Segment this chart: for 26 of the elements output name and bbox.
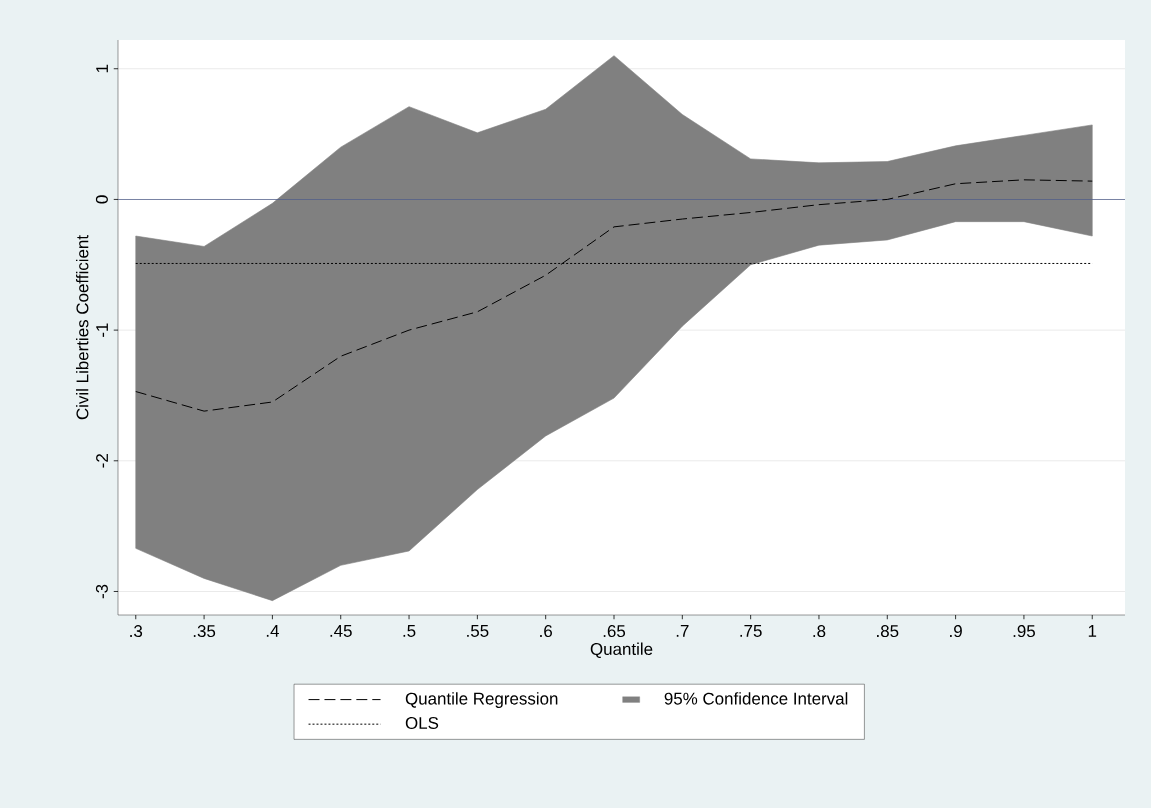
x-axis-title: Quantile bbox=[590, 642, 653, 659]
x-tick-label: .7 bbox=[676, 625, 689, 637]
x-tick-label: .4 bbox=[266, 625, 279, 637]
x-tick-label: .9 bbox=[950, 625, 962, 638]
y-tick-label: 1 bbox=[96, 64, 108, 73]
x-tick-label: .85 bbox=[877, 625, 899, 638]
x-tick-label: .5 bbox=[403, 625, 416, 637]
x-tick-label: .95 bbox=[1013, 625, 1035, 638]
legend-label: OLS bbox=[405, 716, 439, 729]
y-tick-label: -3 bbox=[95, 584, 108, 599]
x-tick-label: .35 bbox=[193, 625, 216, 638]
legend-label: Quantile Regression bbox=[405, 692, 558, 708]
x-tick-label: 1 bbox=[1088, 625, 1097, 637]
y-tick-label: -2 bbox=[96, 454, 108, 468]
x-tick-label: .65 bbox=[603, 625, 626, 638]
y-tick-label: -1 bbox=[96, 323, 108, 337]
legend-label: 95% Confidence Interval bbox=[664, 692, 848, 705]
x-tick-label: .75 bbox=[740, 625, 762, 637]
x-tick-label: .45 bbox=[330, 625, 352, 637]
y-axis-title: Civil Liberties Coefficient bbox=[75, 235, 89, 420]
x-tick-label: .3 bbox=[130, 625, 143, 638]
line-series bbox=[135, 179, 1093, 412]
x-tick-label: .6 bbox=[540, 625, 552, 638]
x-tick-label: .55 bbox=[467, 625, 489, 637]
x-tick-label: .8 bbox=[813, 625, 826, 638]
y-tick-label: 0 bbox=[95, 195, 108, 204]
